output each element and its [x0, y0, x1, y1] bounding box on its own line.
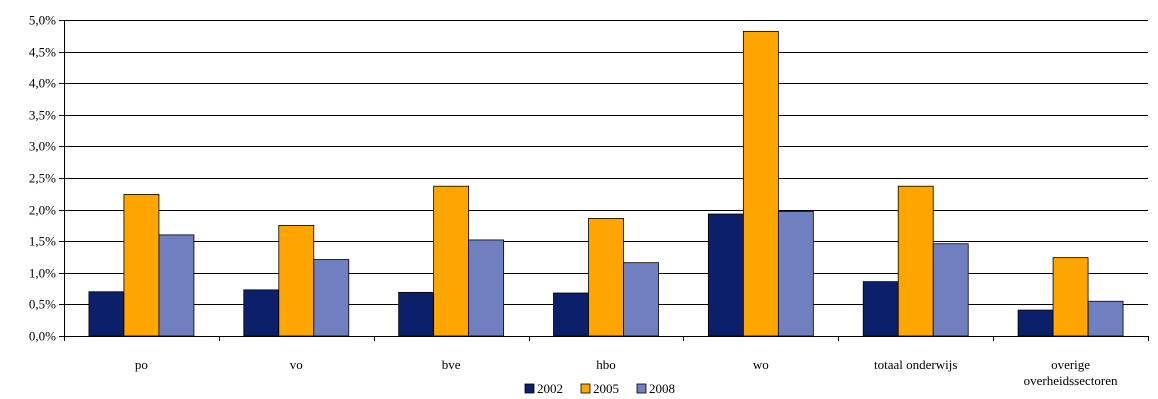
y-tick-label: 0,0%	[29, 329, 56, 344]
bar-2005-5	[897, 185, 934, 337]
legend-swatch-2005	[580, 383, 591, 394]
bar-2005-6	[1052, 257, 1089, 337]
bar-2005-0	[123, 194, 160, 337]
legend-swatch-2008	[636, 383, 647, 394]
x-category-label: vo	[290, 357, 303, 372]
y-tick-label: 4,5%	[29, 45, 56, 60]
legend: 2002 2005 2008	[524, 381, 675, 396]
bar-2005-2	[433, 185, 470, 337]
legend-label-2005: 2005	[593, 381, 619, 396]
y-tick-label: 2,5%	[29, 171, 56, 186]
bar-2008-4	[777, 211, 814, 337]
x-category-label: po	[135, 357, 148, 372]
bar-2005-4	[742, 30, 779, 337]
legend-label-2002: 2002	[537, 381, 563, 396]
legend-label-2008: 2008	[649, 381, 675, 396]
y-tick-label: 5,0%	[29, 13, 56, 28]
y-tick-label: 4,0%	[29, 76, 56, 91]
bar-2005-1	[278, 224, 315, 337]
bar-2002-3	[553, 292, 589, 337]
bar-2008-2	[468, 239, 505, 337]
bar-2002-6	[1017, 309, 1054, 337]
bar-2008-5	[932, 243, 969, 337]
x-category-label: bve	[442, 357, 461, 372]
y-tick-label: 1,5%	[29, 234, 56, 249]
y-tick-label: 1,0%	[29, 266, 56, 281]
bar-2002-2	[398, 291, 435, 337]
x-category-label: totaal onderwijs	[874, 357, 957, 372]
y-tick-label: 2,0%	[29, 203, 56, 218]
x-category-label: overheidssectoren	[1024, 373, 1118, 388]
bar-2008-6	[1087, 300, 1124, 337]
bar-2008-3	[623, 262, 659, 337]
gridlines	[64, 20, 1148, 305]
bar-2002-4	[707, 213, 744, 337]
bar-2005-3	[588, 218, 624, 337]
bar-2008-1	[313, 259, 350, 337]
y-tick-label: 3,5%	[29, 108, 56, 123]
y-axis: 0,0% 0,5% 1,0% 1,5% 2,0% 2,5% 3,0% 3,5% 4,0% 4,5%…	[29, 13, 65, 344]
x-category-label: wo	[753, 357, 769, 372]
y-tick-label: 0,5%	[29, 297, 56, 312]
bar-2008-0	[158, 234, 195, 337]
x-category-label: overige	[1051, 357, 1090, 372]
bar-2002-5	[862, 281, 899, 337]
bar-2002-1	[243, 289, 280, 337]
y-tick-label: 3,0%	[29, 139, 56, 154]
x-axis: po vo bve hbo wo totaal onderwijs overigeoverh…	[64, 336, 1149, 388]
legend-swatch-2002	[524, 383, 535, 394]
bars	[88, 30, 1124, 337]
x-category-label: hbo	[596, 357, 616, 372]
bar-2002-0	[88, 291, 125, 337]
